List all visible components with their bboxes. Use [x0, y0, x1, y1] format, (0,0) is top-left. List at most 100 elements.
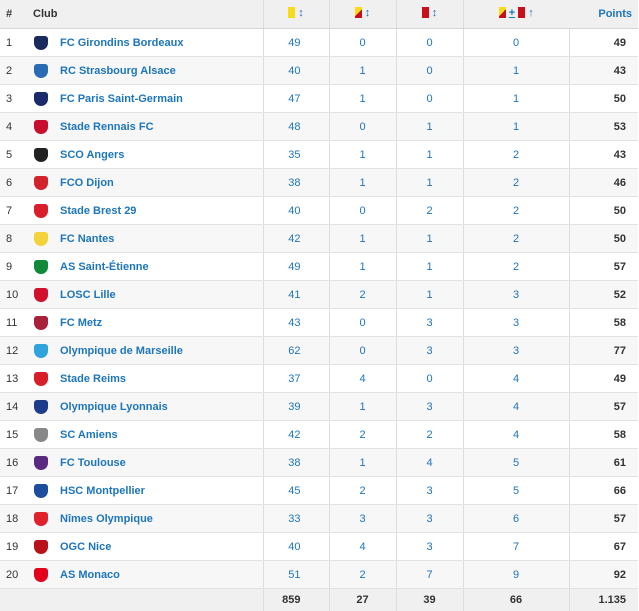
- club-crest-icon: [34, 399, 48, 414]
- club-cell[interactable]: Olympique Lyonnais: [26, 392, 263, 421]
- table-row: 1 FC Girondins Bordeaux 49 0 0 0 49: [0, 28, 638, 57]
- table-row: 3 FC Paris Saint-Germain 47 1 0 1 50: [0, 84, 638, 113]
- points-cell: 92: [568, 560, 638, 589]
- club-cell[interactable]: HSC Montpellier: [26, 476, 263, 505]
- club-crest-icon: [34, 91, 48, 106]
- club-name-link[interactable]: FC Nantes: [60, 232, 115, 245]
- totals-row: 859 27 39 66 1.135: [0, 588, 638, 611]
- table-row: 12 Olympique de Marseille 62 0 3 3 77: [0, 336, 638, 365]
- second-yellow-cell: 1: [328, 56, 396, 85]
- club-name-link[interactable]: FCO Dijon: [60, 176, 114, 189]
- second-yellow-cell: 1: [328, 140, 396, 169]
- rank-cell: 7: [0, 196, 26, 225]
- club-name-link[interactable]: Olympique de Marseille: [60, 344, 183, 357]
- club-cell[interactable]: AS Monaco: [26, 560, 263, 589]
- points-cell: 57: [568, 392, 638, 421]
- sort-arrow-icon: ↕: [298, 6, 304, 19]
- club-cell[interactable]: Stade Reims: [26, 364, 263, 393]
- club-cell[interactable]: Stade Brest 29: [26, 196, 263, 225]
- club-cell[interactable]: Stade Rennais FC: [26, 112, 263, 141]
- second-yellow-sort-header[interactable]: ↕: [328, 0, 396, 29]
- club-crest-icon: [34, 119, 48, 134]
- red-cards-cell: 7: [395, 560, 463, 589]
- club-cell[interactable]: SCO Angers: [26, 140, 263, 169]
- yellow-cards-cell: 49: [262, 252, 329, 281]
- club-name-link[interactable]: Stade Reims: [60, 372, 127, 385]
- rank-cell: 12: [0, 336, 26, 365]
- club-name-link[interactable]: Nîmes Olympique: [60, 512, 153, 525]
- red-cards-cell: 0: [395, 364, 463, 393]
- club-name-link[interactable]: Stade Brest 29: [60, 204, 137, 217]
- red-cards-cell: 3: [395, 504, 463, 533]
- rank-cell: 10: [0, 280, 26, 309]
- club-cell[interactable]: FC Toulouse: [26, 448, 263, 477]
- rank-cell: 6: [0, 168, 26, 197]
- second-yellow-cell: 4: [328, 532, 396, 561]
- club-name-link[interactable]: RC Strasbourg Alsace: [60, 64, 176, 77]
- points-cell: 61: [568, 448, 638, 477]
- club-name-link[interactable]: FC Toulouse: [60, 456, 126, 469]
- club-cell[interactable]: FC Metz: [26, 308, 263, 337]
- points-cell: 49: [568, 28, 638, 57]
- club-name-link[interactable]: OGC Nice: [60, 540, 112, 553]
- red-card-sort-header[interactable]: ↕: [395, 0, 463, 29]
- club-name-link[interactable]: HSC Montpellier: [60, 484, 145, 497]
- table-row: 13 Stade Reims 37 4 0 4 49: [0, 364, 638, 393]
- club-cell[interactable]: FC Paris Saint-Germain: [26, 84, 263, 113]
- rank-cell: 19: [0, 532, 26, 561]
- table-row: 4 Stade Rennais FC 48 0 1 1 53: [0, 112, 638, 141]
- total-dismissals-sort-header[interactable]: + ↑: [462, 0, 569, 29]
- yellow-cards-cell: 43: [262, 308, 329, 337]
- second-yellow-cell: 0: [328, 196, 396, 225]
- red-cards-cell: 3: [395, 476, 463, 505]
- yellow-cards-cell: 49: [262, 28, 329, 57]
- second-yellow-card-icon: [498, 7, 506, 19]
- club-crest-icon: [34, 175, 48, 190]
- club-name-link[interactable]: Stade Rennais FC: [60, 120, 154, 133]
- points-sort-header[interactable]: Points: [569, 0, 638, 29]
- total-dismissals-cell: 5: [462, 476, 569, 505]
- club-name-link[interactable]: FC Metz: [60, 316, 103, 329]
- club-cell[interactable]: OGC Nice: [26, 532, 263, 561]
- plus-sign: +: [508, 6, 516, 19]
- yellow-cards-cell: 38: [262, 448, 329, 477]
- red-cards-cell: 4: [395, 448, 463, 477]
- table-row: 8 FC Nantes 42 1 1 2 50: [0, 224, 638, 253]
- total-points: 1.135: [568, 588, 638, 611]
- yellow-cards-cell: 47: [262, 84, 329, 113]
- club-cell[interactable]: FC Nantes: [26, 224, 263, 253]
- club-name-link[interactable]: AS Monaco: [60, 568, 120, 581]
- club-name-link[interactable]: Olympique Lyonnais: [60, 400, 168, 413]
- club-cell[interactable]: Nîmes Olympique: [26, 504, 263, 533]
- club-cell[interactable]: RC Strasbourg Alsace: [26, 56, 263, 85]
- club-cell[interactable]: FC Girondins Bordeaux: [26, 28, 263, 57]
- red-cards-cell: 0: [395, 56, 463, 85]
- rank-cell: 3: [0, 84, 26, 113]
- club-name-link[interactable]: LOSC Lille: [60, 288, 116, 301]
- yellow-card-sort-header[interactable]: ↕: [262, 0, 329, 29]
- club-name-link[interactable]: FC Girondins Bordeaux: [60, 36, 184, 49]
- total-dismissals-cell: 2: [462, 196, 569, 225]
- second-yellow-cell: 1: [328, 84, 396, 113]
- points-cell: 53: [568, 112, 638, 141]
- total-dismissals-cell: 4: [462, 392, 569, 421]
- points-cell: 50: [568, 196, 638, 225]
- club-cell[interactable]: Olympique de Marseille: [26, 336, 263, 365]
- rank-header: #: [0, 0, 26, 29]
- table-row: 11 FC Metz 43 0 3 3 58: [0, 308, 638, 337]
- red-cards-cell: 3: [395, 392, 463, 421]
- club-name-link[interactable]: FC Paris Saint-Germain: [60, 92, 183, 105]
- yellow-cards-cell: 40: [262, 196, 329, 225]
- rank-cell: 1: [0, 28, 26, 57]
- club-name-link[interactable]: SC Amiens: [60, 428, 118, 441]
- club-cell[interactable]: SC Amiens: [26, 420, 263, 449]
- red-cards-cell: 1: [395, 140, 463, 169]
- club-name-link[interactable]: SCO Angers: [60, 148, 125, 161]
- club-cell[interactable]: LOSC Lille: [26, 280, 263, 309]
- club-cell[interactable]: AS Saint-Étienne: [26, 252, 263, 281]
- club-cell[interactable]: FCO Dijon: [26, 168, 263, 197]
- total-dismissals-cell: 3: [462, 280, 569, 309]
- total-dismissals-cell: 1: [462, 84, 569, 113]
- club-name-link[interactable]: AS Saint-Étienne: [60, 260, 149, 273]
